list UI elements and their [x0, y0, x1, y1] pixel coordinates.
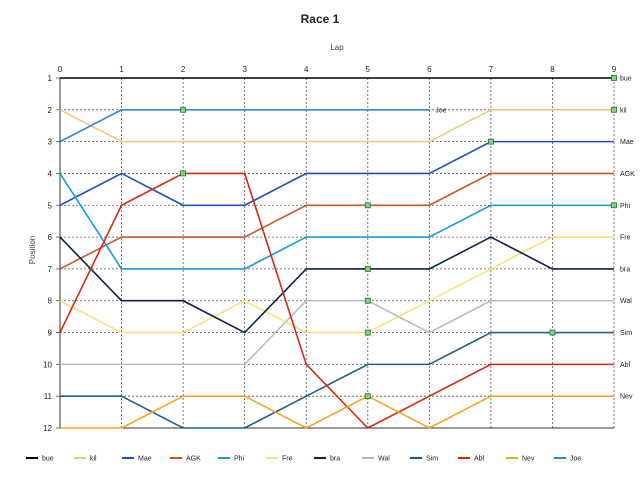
x-axis-label: Lap: [330, 43, 344, 52]
legend: bue kil Mae AGK Phi Fre bra Wal Sim Abl Nev Joe: [26, 456, 581, 463]
x-tick-label: 6: [427, 65, 432, 74]
series-line-bra: [59, 236, 614, 334]
x-tick-label: 9: [612, 65, 617, 74]
y-tick-label: 7: [48, 265, 53, 274]
y-tick-label: 2: [48, 106, 53, 115]
end-labels: bue kil Mae AGK Phi Fre bra Wal Sim Abl Nev Joe: [435, 76, 635, 401]
series-marker-bue: [611, 75, 617, 81]
end-label-abl: Abl: [620, 362, 631, 369]
series-marker-phi: [611, 202, 617, 209]
series-line-nev: [60, 395, 614, 429]
end-label-nev: Nev: [620, 394, 633, 401]
legend-label-joe: Joe: [570, 456, 581, 463]
y-tick-label: 9: [48, 329, 53, 338]
x-tick-label: 3: [242, 65, 247, 74]
end-label-kil: kil: [620, 107, 627, 114]
series-marker-wal: [364, 297, 371, 304]
x-tick-label: 7: [489, 65, 494, 74]
series-line-agk: [59, 172, 614, 270]
series-marker-mae: [487, 138, 494, 145]
y-tick-label: 5: [48, 201, 53, 210]
y-tick-label: 4: [48, 169, 53, 178]
legend-label-sim: Sim: [426, 456, 438, 463]
end-label-agk: AGK: [620, 171, 635, 178]
y-tick-label: 8: [48, 297, 53, 306]
legend-label-agk: AGK: [186, 456, 201, 463]
y-tick-label: 6: [48, 233, 53, 242]
end-label-bue: bue: [620, 76, 632, 83]
end-label-joe: Joe: [435, 107, 446, 114]
series-markers: [180, 75, 617, 400]
series-marker-fre: [364, 329, 371, 336]
end-label-sim: Sim: [620, 330, 632, 337]
y-tick-label: 12: [43, 424, 52, 433]
grid: [56, 77, 615, 429]
legend-label-wal: Wal: [378, 456, 390, 463]
y-tick-label: 11: [44, 392, 53, 401]
series-marker-bra: [364, 266, 371, 272]
legend-label-abl: Abl: [474, 456, 485, 463]
legend-label-kil: kil: [90, 456, 97, 463]
series-marker-abl: [180, 170, 187, 177]
series-marker-agk: [364, 202, 371, 209]
end-label-phi: Phi: [620, 203, 631, 210]
series-marker-sim: [549, 329, 556, 336]
y-axis-label: Position: [28, 236, 37, 264]
chart-title: Race 1: [301, 12, 340, 26]
series-line-abl: [59, 172, 614, 429]
series-line-wal: [60, 299, 614, 366]
end-label-wal: Wal: [620, 298, 632, 305]
x-tick-label: 2: [181, 65, 186, 74]
x-tick-label: 1: [119, 65, 124, 74]
y-tick-label: 1: [48, 74, 53, 83]
series-marker-joe: [180, 106, 187, 113]
end-label-fre: Fre: [620, 235, 631, 242]
legend-label-nev: Nev: [522, 456, 535, 463]
y-tick-label: 3: [48, 138, 53, 147]
legend-label-fre: Fre: [282, 456, 293, 463]
legend-label-bra: bra: [330, 456, 340, 463]
series-marker-kil: [611, 106, 617, 113]
legend-label-mae: Mae: [138, 456, 152, 463]
series-line-phi: [59, 173, 614, 270]
legend-label-phi: Phi: [234, 456, 245, 463]
series-lines: [59, 77, 614, 429]
legend-label-bue: bue: [42, 456, 54, 463]
series-marker-nev: [364, 393, 371, 400]
end-label-mae: Mae: [620, 139, 634, 146]
series-line-fre: [59, 236, 614, 334]
x-tick-label: 0: [58, 65, 63, 74]
x-tick-label: 5: [366, 65, 371, 74]
y-tick-label: 10: [43, 360, 52, 369]
series-line-kil: [59, 109, 614, 143]
x-tick-label: 8: [550, 65, 555, 74]
x-tick-label: 4: [304, 65, 309, 74]
end-label-bra: bra: [620, 266, 630, 273]
series-line-joe: [59, 109, 430, 143]
series-line-sim: [60, 331, 614, 429]
